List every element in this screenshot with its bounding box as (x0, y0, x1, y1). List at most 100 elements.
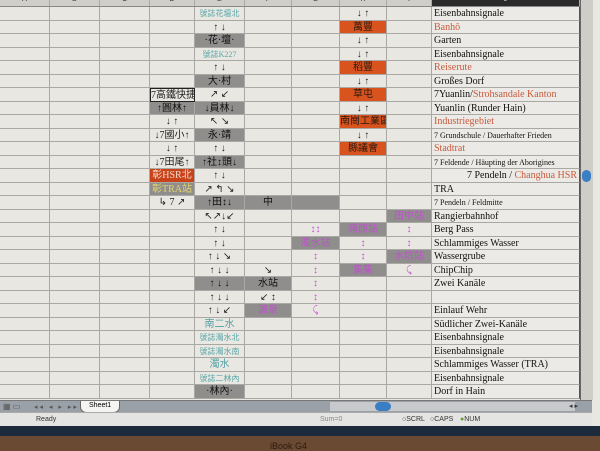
cell-i18[interactable]: ↕ (387, 236, 432, 250)
cell-d24[interactable] (150, 317, 195, 331)
cell-e23[interactable]: ↑ ↓ ↙ (195, 304, 245, 318)
cell-g24[interactable] (292, 317, 340, 331)
cell-b25[interactable] (50, 331, 100, 345)
cell-h15[interactable] (340, 196, 387, 210)
cell-e13[interactable]: ↑ ↓ (195, 169, 245, 183)
cell-c29[interactable] (100, 385, 150, 399)
cell-d28[interactable] (150, 371, 195, 385)
column-header-c[interactable]: C (100, 0, 150, 6)
cell-h13[interactable] (340, 169, 387, 183)
cell-g1[interactable] (292, 7, 340, 21)
cell-j3[interactable]: Garten (432, 34, 580, 48)
cell-j23[interactable]: Einlauf Wehr (432, 304, 580, 318)
cell-j18[interactable]: Schlammiges Wasser (432, 236, 580, 250)
cell-i29[interactable] (387, 385, 432, 399)
cell-g12[interactable] (292, 155, 340, 169)
cell-h22[interactable] (340, 290, 387, 304)
cell-c3[interactable] (100, 34, 150, 48)
cell-c26[interactable] (100, 344, 150, 358)
cell-f2[interactable] (245, 20, 292, 34)
cell-g25[interactable] (292, 331, 340, 345)
cell-j27[interactable]: Schlammiges Wasser (TRA) (432, 358, 580, 372)
cell-g11[interactable] (292, 142, 340, 156)
cell-h10[interactable]: ↓ ↑ (340, 128, 387, 142)
cell-j16[interactable]: Rangierbahnhof (432, 209, 580, 223)
cell-j9[interactable]: Industriegebiet (432, 115, 580, 129)
horizontal-scroll-thumb[interactable] (375, 402, 391, 411)
cell-a10[interactable] (0, 128, 50, 142)
cell-g8[interactable] (292, 101, 340, 115)
cell-a25[interactable] (0, 331, 50, 345)
cell-a16[interactable] (0, 209, 50, 223)
cell-h8[interactable]: ↓ ↑ (340, 101, 387, 115)
cell-j2[interactable]: Banhō (432, 20, 580, 34)
cell-j1[interactable]: Eisenbahnsignale (432, 7, 580, 21)
cell-f11[interactable] (245, 142, 292, 156)
cell-h19[interactable]: ↕ (340, 250, 387, 264)
cell-c24[interactable] (100, 317, 150, 331)
cell-e2[interactable]: ↑ ↓ (195, 20, 245, 34)
cell-h16[interactable] (340, 209, 387, 223)
cell-i19[interactable]: 水坑站 (387, 250, 432, 264)
cell-a19[interactable] (0, 250, 50, 264)
cell-j11[interactable]: Stadtrat (432, 142, 580, 156)
cell-i21[interactable] (387, 277, 432, 291)
column-header-j[interactable]: J (432, 0, 580, 6)
cell-g17[interactable]: ↕↕ (292, 223, 340, 237)
cell-j5[interactable]: Reiserute (432, 61, 580, 75)
cell-c22[interactable] (100, 290, 150, 304)
cell-f26[interactable] (245, 344, 292, 358)
cell-e22[interactable]: ↑ ↓ ↓ (195, 290, 245, 304)
cell-d22[interactable] (150, 290, 195, 304)
cell-c9[interactable] (100, 115, 150, 129)
cell-e14[interactable]: ↗ ↰ ↘ (195, 182, 245, 196)
cell-d20[interactable] (150, 263, 195, 277)
cell-a27[interactable] (0, 358, 50, 372)
cell-a4[interactable] (0, 47, 50, 61)
cell-i5[interactable] (387, 61, 432, 75)
cell-e18[interactable]: ↑ ↓ (195, 236, 245, 250)
cell-g5[interactable] (292, 61, 340, 75)
cell-h14[interactable] (340, 182, 387, 196)
cell-g21[interactable]: ↕ (292, 277, 340, 291)
cell-e5[interactable]: ↑ ↓ (195, 61, 245, 75)
cell-i7[interactable] (387, 88, 432, 102)
cell-c14[interactable] (100, 182, 150, 196)
cell-b1[interactable] (50, 7, 100, 21)
cell-g27[interactable] (292, 358, 340, 372)
cell-b26[interactable] (50, 344, 100, 358)
cell-f23[interactable]: 源泉 (245, 304, 292, 318)
cell-c20[interactable] (100, 263, 150, 277)
cell-j25[interactable]: Eisenbahnsignale (432, 331, 580, 345)
cell-h5[interactable]: 稻豐 (340, 61, 387, 75)
cell-e8[interactable]: ↓員林↓ (195, 101, 245, 115)
cell-b17[interactable] (50, 223, 100, 237)
cell-h21[interactable] (340, 277, 387, 291)
cell-b5[interactable] (50, 61, 100, 75)
cell-a1[interactable] (0, 7, 50, 21)
cell-b2[interactable] (50, 20, 100, 34)
cell-a9[interactable] (0, 115, 50, 129)
cell-i10[interactable] (387, 128, 432, 142)
cell-b24[interactable] (50, 317, 100, 331)
cell-a26[interactable] (0, 344, 50, 358)
cell-d23[interactable] (150, 304, 195, 318)
cell-e1[interactable]: 號誌花壇北 (195, 7, 245, 21)
cell-c2[interactable] (100, 20, 150, 34)
cell-h2[interactable]: 萬豐 (340, 20, 387, 34)
cell-c19[interactable] (100, 250, 150, 264)
cell-e25[interactable]: 號誌濁水北 (195, 331, 245, 345)
cell-i22[interactable] (387, 290, 432, 304)
cell-i9[interactable] (387, 115, 432, 129)
cell-f19[interactable] (245, 250, 292, 264)
cell-e21[interactable]: ↑ ↓ ↓ (195, 277, 245, 291)
cell-j22[interactable] (432, 290, 580, 304)
cell-d21[interactable] (150, 277, 195, 291)
cell-j20[interactable]: ChipChip (432, 263, 580, 277)
cell-g16[interactable] (292, 209, 340, 223)
cell-b6[interactable] (50, 74, 100, 88)
cell-j4[interactable]: Eisenbahnsignale (432, 47, 580, 61)
cell-d11[interactable]: ↓ ↑ (150, 142, 195, 156)
cell-f24[interactable] (245, 317, 292, 331)
cell-b19[interactable] (50, 250, 100, 264)
